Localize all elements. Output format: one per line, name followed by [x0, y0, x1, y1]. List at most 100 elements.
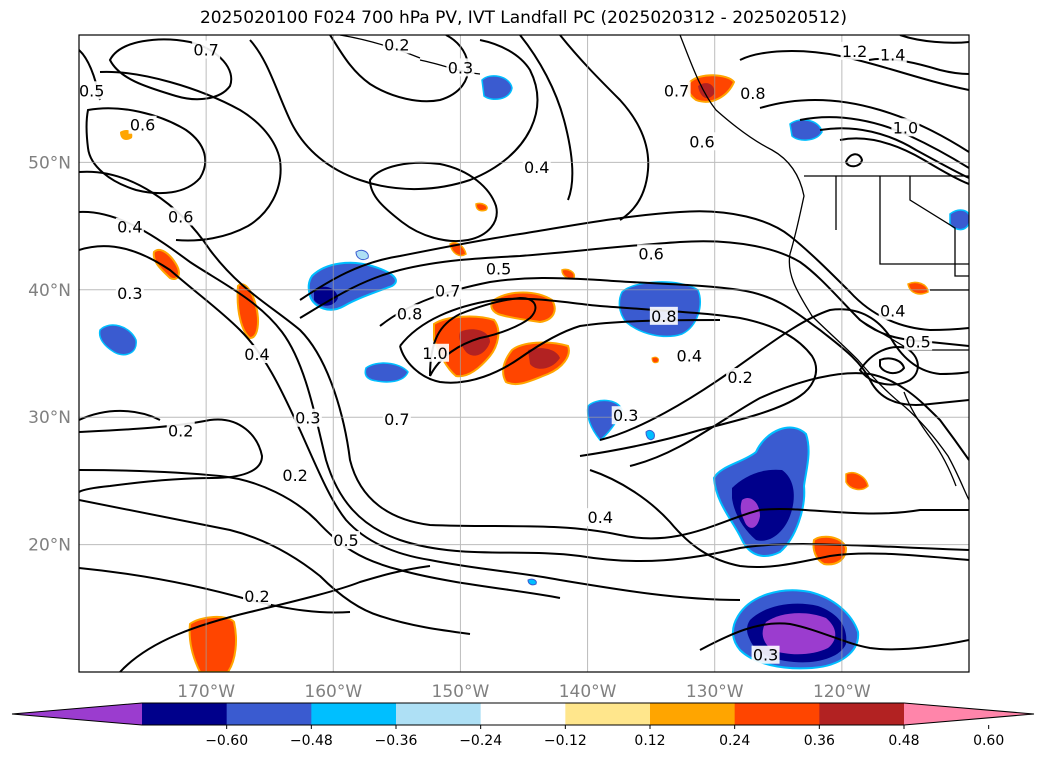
anomaly-blob-negative — [314, 286, 338, 306]
contour-label: 0.4 — [588, 508, 613, 527]
contour-label-background — [395, 304, 424, 323]
anomaly-blob-positive — [812, 535, 848, 566]
contour-label-background — [878, 301, 907, 320]
contour-label: 0.5 — [79, 81, 104, 100]
anomaly-blob-positive — [188, 616, 237, 672]
contour-label-background — [421, 343, 449, 362]
contour-label: 0.7 — [435, 281, 460, 300]
contour-label-background — [243, 587, 271, 606]
contour-label: 0.2 — [727, 368, 752, 387]
contour-label: 1.0 — [893, 118, 918, 137]
pv-contour — [559, 35, 650, 221]
anomaly-blob-positive — [651, 356, 659, 364]
pv-contour — [79, 245, 741, 601]
pv-contour — [79, 210, 969, 563]
colorbar-segment — [311, 703, 397, 725]
lon-tick-label: 150°W — [432, 682, 490, 702]
contour-label-background — [675, 346, 704, 365]
anomaly-blob-negative — [355, 249, 369, 261]
colorbar-tick-label: 0.60 — [973, 733, 1004, 749]
contour-label: 0.2 — [282, 466, 307, 485]
anomaly-blob-negative — [481, 75, 513, 101]
contour-label-background — [115, 217, 144, 236]
coastline-north-america — [679, 35, 969, 501]
pv-contour — [379, 277, 969, 406]
anomaly-blob-positive — [236, 283, 259, 340]
contour-label: 0.3 — [117, 284, 142, 303]
colorbar-tick-label: −0.36 — [375, 733, 418, 749]
contour-label: 0.7 — [193, 41, 218, 60]
contour-label-background — [611, 406, 640, 425]
contour-label-background — [332, 531, 360, 550]
colorbar-tick-label: 0.36 — [804, 733, 835, 749]
colorbar-tick-label: −0.24 — [459, 733, 502, 749]
pv-contour — [299, 240, 969, 347]
contour-label-background — [484, 259, 513, 278]
colorbar-segment — [396, 703, 482, 725]
shaded-anomaly-layer — [98, 74, 969, 672]
pv-contour — [399, 297, 818, 457]
contour-label: 0.8 — [740, 84, 765, 103]
contour-label: 0.8 — [397, 304, 422, 323]
contour-label-background — [128, 115, 157, 134]
pv-contour — [879, 357, 906, 374]
contour-label-background — [878, 45, 907, 64]
contour-label-background — [115, 283, 144, 302]
lat-tick-label: 50°N — [28, 153, 71, 173]
contour-label: 0.5 — [486, 260, 511, 279]
contour-label-background — [751, 645, 780, 664]
lat-tick-label: 30°N — [28, 408, 71, 428]
contour-label-layer: 0.7 0.2 0.3 0.5 0.6 0.7 0.6 0.4 0.8 1.2 1.4 1.0 0.6 0… — [79, 35, 933, 665]
colorbar-outline — [11, 702, 1035, 726]
pv-contour — [99, 70, 282, 242]
pv-contour — [739, 50, 969, 91]
contour-label: 0.4 — [117, 218, 142, 237]
pv-contour — [119, 565, 431, 672]
anomaly-blob-positive — [475, 202, 488, 212]
lon-tick-label: 140°W — [559, 682, 617, 702]
contour-label: 1.4 — [880, 46, 905, 65]
contour-label-background — [522, 157, 551, 176]
anomaly-blob-positive — [907, 281, 929, 295]
contour-label-background — [649, 306, 678, 325]
pv-contour — [629, 372, 969, 467]
pv-contour — [79, 469, 561, 599]
contour-label: 0.6 — [168, 207, 193, 226]
contour-label-background — [840, 41, 869, 60]
contour-label: 0.3 — [448, 58, 473, 77]
contour-label: 0.2 — [168, 421, 193, 440]
contour-label: 0.8 — [651, 307, 676, 326]
contour-label-background — [637, 244, 666, 263]
axis-tick-layer: 50°N 40°N 30°N 20°N 170°W 160°W 150°W 140°W 130°… — [28, 153, 871, 702]
map-title: 2025020100 F024 700 hPa PV, IVT Landfall… — [199, 8, 847, 28]
contour-label-background — [662, 81, 691, 100]
lat-tick-label: 20°N — [28, 536, 71, 556]
pv-contour — [589, 469, 969, 569]
pv-contour — [844, 153, 864, 168]
contour-label: 0.4 — [244, 345, 269, 364]
pv-contour — [839, 137, 969, 185]
contour-label-background — [281, 466, 310, 485]
contour-label-background — [243, 345, 271, 364]
lon-tick-label: 120°W — [813, 682, 871, 702]
contour-label: 1.2 — [842, 42, 867, 61]
contour-label: 0.6 — [689, 132, 714, 151]
colorbar-segment — [142, 703, 228, 725]
colorbar-segment — [734, 703, 820, 725]
colorbar-segment — [480, 703, 566, 725]
pv-contour — [819, 127, 969, 179]
pv-contour — [329, 35, 470, 103]
pv-contour — [85, 107, 207, 195]
contour-label: 0.4 — [880, 302, 905, 321]
colorbar-tick-label: 0.48 — [888, 733, 919, 749]
anomaly-blob-negative — [527, 578, 537, 586]
pv-contour — [429, 296, 537, 377]
contour-label-background — [79, 81, 106, 100]
contour-label-background — [738, 83, 767, 102]
contour-label-background — [166, 421, 195, 440]
pv-contour — [79, 499, 471, 635]
pv-contour — [249, 39, 539, 191]
contour-label-background — [586, 508, 615, 527]
coastline-layer — [339, 35, 969, 501]
